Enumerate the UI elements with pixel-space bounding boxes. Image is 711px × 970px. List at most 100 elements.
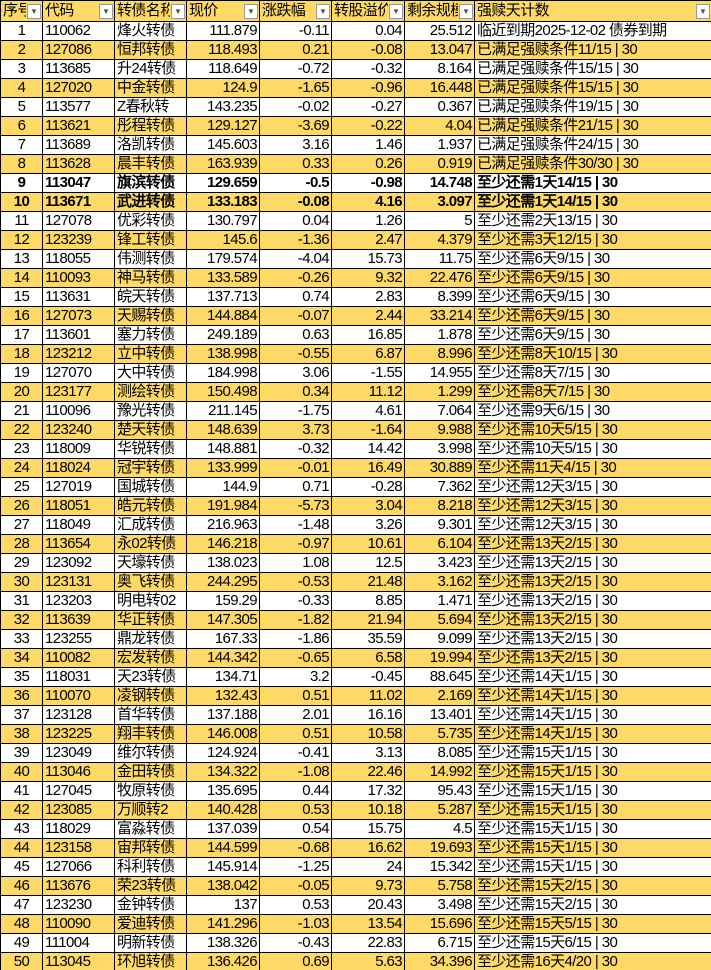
col-redeem-count-cell[interactable]: 至少还需15天1/15 | 30 [474, 819, 711, 839]
col-index-cell[interactable]: 34 [0, 648, 43, 668]
col-premium-cell[interactable]: 11.02 [331, 686, 405, 706]
col-change-cell[interactable]: -5.73 [259, 496, 332, 516]
col-remaining-cell[interactable]: 7.362 [404, 477, 475, 497]
col-price-cell[interactable]: 134.71 [186, 667, 260, 687]
col-price-cell[interactable]: 137.039 [186, 819, 260, 839]
col-remaining-cell[interactable]: 16.448 [404, 78, 475, 98]
col-index-cell[interactable]: 48 [0, 914, 43, 934]
col-name-cell[interactable]: 金钟转债 [114, 895, 187, 915]
col-redeem-count-cell[interactable]: 已满足强赎条件15/15 | 30 [474, 59, 711, 79]
col-index-cell[interactable]: 5 [0, 97, 43, 117]
col-premium-cell[interactable]: 16.85 [331, 325, 405, 345]
col-premium-cell[interactable]: 4.16 [331, 192, 405, 212]
col-remaining-cell[interactable]: 15.696 [404, 914, 475, 934]
col-redeem-count-cell[interactable]: 至少还需6天9/15 | 30 [474, 287, 711, 307]
col-change-cell[interactable]: -1.65 [259, 78, 332, 98]
col-index-cell[interactable]: 20 [0, 382, 43, 402]
col-premium-cell[interactable]: 2.83 [331, 287, 405, 307]
col-code-cell[interactable]: 118024 [42, 458, 115, 478]
col-name-cell[interactable]: 天壕转债 [114, 553, 187, 573]
col-remaining-cell[interactable]: 3.162 [404, 572, 475, 592]
col-remaining-cell[interactable]: 2.169 [404, 686, 475, 706]
col-redeem-count-cell[interactable]: 至少还需10天5/15 | 30 [474, 420, 711, 440]
col-name-cell[interactable]: 天赐转债 [114, 306, 187, 326]
col-price-cell[interactable]: 129.659 [186, 173, 260, 193]
col-change-cell[interactable]: 3.2 [259, 667, 332, 687]
col-remaining-cell[interactable]: 13.047 [404, 40, 475, 60]
col-change-cell[interactable]: 0.51 [259, 724, 332, 744]
col-change-cell[interactable]: 0.51 [259, 686, 332, 706]
col-index-cell[interactable]: 2 [0, 40, 43, 60]
col-code-cell[interactable]: 118049 [42, 515, 115, 535]
col-index-cell[interactable]: 22 [0, 420, 43, 440]
col-price-cell[interactable]: 144.599 [186, 838, 260, 858]
col-premium-cell[interactable]: -0.27 [331, 97, 405, 117]
col-premium-cell[interactable]: 16.16 [331, 705, 405, 725]
col-remaining-cell[interactable]: 11.75 [404, 249, 475, 269]
col-change-cell[interactable]: 0.69 [259, 952, 332, 970]
col-remaining-cell[interactable]: 4.04 [404, 116, 475, 136]
col-code-cell[interactable]: 123239 [42, 230, 115, 250]
col-code-cell[interactable]: 113601 [42, 325, 115, 345]
col-code-cell[interactable]: 123212 [42, 344, 115, 364]
col-price-cell[interactable]: 143.235 [186, 97, 260, 117]
col-name-cell[interactable]: 伟测转债 [114, 249, 187, 269]
col-premium-cell[interactable]: 20.43 [331, 895, 405, 915]
col-change-cell[interactable]: 0.71 [259, 477, 332, 497]
col-index-cell[interactable]: 28 [0, 534, 43, 554]
col-name-cell[interactable]: 华锐转债 [114, 439, 187, 459]
col-change-cell[interactable]: -0.97 [259, 534, 332, 554]
col-premium-cell[interactable]: -0.98 [331, 173, 405, 193]
col-index-cell[interactable]: 42 [0, 800, 43, 820]
header-col-change[interactable]: 涨跌幅 ▼ [259, 0, 332, 22]
col-price-cell[interactable]: 138.042 [186, 876, 260, 896]
col-price-cell[interactable]: 133.589 [186, 268, 260, 288]
col-premium-cell[interactable]: 15.75 [331, 819, 405, 839]
col-remaining-cell[interactable]: 22.476 [404, 268, 475, 288]
col-index-cell[interactable]: 25 [0, 477, 43, 497]
col-change-cell[interactable]: -0.01 [259, 458, 332, 478]
col-index-cell[interactable]: 44 [0, 838, 43, 858]
filter-dropdown-icon[interactable]: ▼ [459, 3, 473, 19]
col-index-cell[interactable]: 12 [0, 230, 43, 250]
col-change-cell[interactable]: 0.63 [259, 325, 332, 345]
filter-dropdown-icon[interactable]: ▼ [696, 3, 710, 19]
col-premium-cell[interactable]: 24 [331, 857, 405, 877]
col-code-cell[interactable]: 111004 [42, 933, 115, 953]
col-premium-cell[interactable]: 6.58 [331, 648, 405, 668]
col-index-cell[interactable]: 13 [0, 249, 43, 269]
col-change-cell[interactable]: -1.75 [259, 401, 332, 421]
col-premium-cell[interactable]: 10.58 [331, 724, 405, 744]
col-redeem-count-cell[interactable]: 至少还需13天2/15 | 30 [474, 553, 711, 573]
col-name-cell[interactable]: 天23转债 [114, 667, 187, 687]
col-price-cell[interactable]: 145.6 [186, 230, 260, 250]
col-name-cell[interactable]: 旗滨转债 [114, 173, 187, 193]
col-redeem-count-cell[interactable]: 已满足强赎条件24/15 | 30 [474, 135, 711, 155]
col-name-cell[interactable]: 环旭转债 [114, 952, 187, 970]
col-code-cell[interactable]: 123085 [42, 800, 115, 820]
col-change-cell[interactable]: -0.41 [259, 743, 332, 763]
col-index-cell[interactable]: 9 [0, 173, 43, 193]
col-code-cell[interactable]: 123240 [42, 420, 115, 440]
col-premium-cell[interactable]: -1.64 [331, 420, 405, 440]
col-price-cell[interactable]: 144.884 [186, 306, 260, 326]
col-redeem-count-cell[interactable]: 已满足强赎条件21/15 | 30 [474, 116, 711, 136]
col-name-cell[interactable]: 优彩转债 [114, 211, 187, 231]
col-redeem-count-cell[interactable]: 至少还需8天7/15 | 30 [474, 382, 711, 402]
col-price-cell[interactable]: 118.649 [186, 59, 260, 79]
col-name-cell[interactable]: 凌钢转债 [114, 686, 187, 706]
col-change-cell[interactable]: -0.02 [259, 97, 332, 117]
col-price-cell[interactable]: 137 [186, 895, 260, 915]
col-change-cell[interactable]: -4.04 [259, 249, 332, 269]
col-change-cell[interactable]: -0.07 [259, 306, 332, 326]
col-remaining-cell[interactable]: 30.889 [404, 458, 475, 478]
col-change-cell[interactable]: -0.33 [259, 591, 332, 611]
col-redeem-count-cell[interactable]: 至少还需13天2/15 | 30 [474, 572, 711, 592]
col-code-cell[interactable]: 113631 [42, 287, 115, 307]
col-remaining-cell[interactable]: 9.988 [404, 420, 475, 440]
filter-dropdown-icon[interactable]: ▼ [171, 3, 185, 19]
col-premium-cell[interactable]: 10.61 [331, 534, 405, 554]
col-index-cell[interactable]: 18 [0, 344, 43, 364]
col-premium-cell[interactable]: 2.47 [331, 230, 405, 250]
col-redeem-count-cell[interactable]: 至少还需13天2/15 | 30 [474, 648, 711, 668]
